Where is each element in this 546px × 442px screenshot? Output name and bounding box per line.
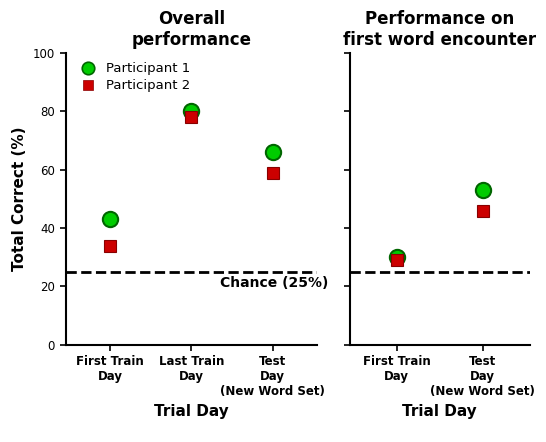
X-axis label: Trial Day: Trial Day — [402, 404, 477, 419]
Title: Overall
performance: Overall performance — [132, 10, 252, 49]
Title: Performance on
first word encounter: Performance on first word encounter — [343, 10, 536, 49]
Legend: Participant 1, Participant 2: Participant 1, Participant 2 — [72, 60, 193, 95]
X-axis label: Trial Day: Trial Day — [154, 404, 229, 419]
Y-axis label: Total Correct (%): Total Correct (%) — [13, 127, 27, 271]
Text: Chance (25%): Chance (25%) — [220, 276, 328, 290]
